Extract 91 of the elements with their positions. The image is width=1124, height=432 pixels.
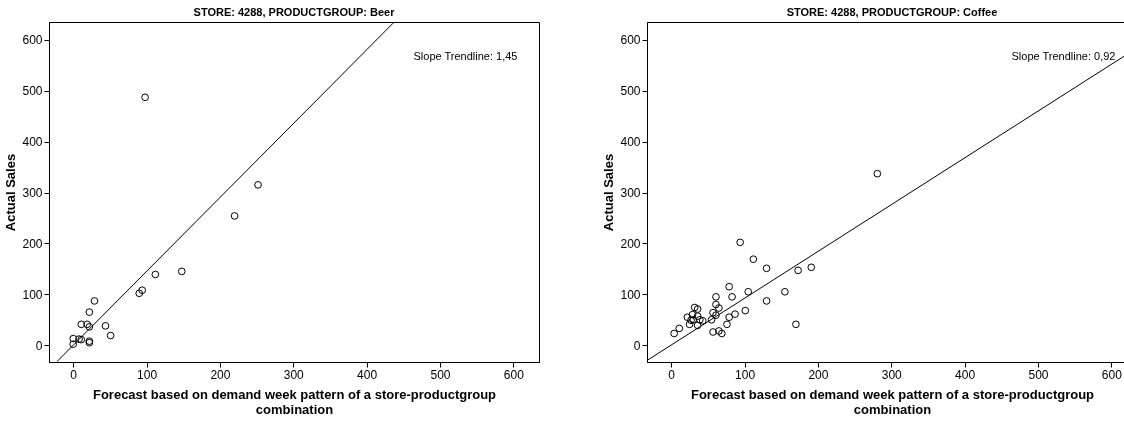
x-tick-label: 600 <box>1101 367 1123 382</box>
y-tick-label: 500 <box>620 84 641 99</box>
point <box>709 328 717 336</box>
annotation: Slope Trendline: 0,92 <box>1011 50 1116 62</box>
point <box>77 335 86 344</box>
y-axis-title: Actual Sales <box>3 153 19 232</box>
point <box>135 289 144 298</box>
point <box>85 323 94 331</box>
point <box>807 263 816 272</box>
point <box>695 315 704 324</box>
point <box>675 324 684 333</box>
x-tick-label: 500 <box>1028 367 1049 382</box>
point <box>712 300 720 309</box>
point <box>690 303 699 312</box>
chart-title: STORE: 4288, PRODUCTGROUP: Beer <box>193 6 396 18</box>
point <box>85 308 94 316</box>
point <box>712 311 720 320</box>
y-tick-label: 400 <box>22 135 43 150</box>
point <box>141 93 149 102</box>
point <box>69 334 78 343</box>
point <box>709 308 717 317</box>
point <box>736 238 745 247</box>
x-tick-label: 500 <box>430 367 451 382</box>
chart-title: STORE: 4288, PRODUCTGROUP: Coffee <box>786 6 998 18</box>
x-axis-title: Forecast based on demand week pattern of a store-productgroup combination <box>690 386 1095 417</box>
point <box>712 293 720 301</box>
x-tick-label: 200 <box>210 367 231 382</box>
x-tick-label: 200 <box>808 367 829 382</box>
x-tick-label: 300 <box>283 367 305 382</box>
point <box>741 306 750 315</box>
point <box>715 327 723 335</box>
point <box>723 320 731 329</box>
point <box>792 320 800 329</box>
y-tick-label: 300 <box>22 186 43 201</box>
point <box>693 321 702 330</box>
point <box>693 312 702 321</box>
x-axis-title: Forecast based on demand week pattern of a store-productgroup combination <box>92 386 497 417</box>
point <box>781 287 789 296</box>
y-tick-label: 200 <box>22 236 43 251</box>
point <box>707 315 716 324</box>
point <box>731 310 739 318</box>
y-tick-label: 500 <box>22 84 43 99</box>
x-tick-label: 600 <box>503 367 525 382</box>
point <box>69 340 78 349</box>
x-tick-label: 0 <box>668 367 676 382</box>
point <box>689 315 698 324</box>
point <box>728 293 736 301</box>
point <box>138 286 147 295</box>
point <box>725 282 734 291</box>
annotation: Slope Trendline: 1,45 <box>413 50 518 62</box>
point <box>717 329 726 338</box>
y-tick-label: 100 <box>22 287 43 302</box>
y-tick-label: 300 <box>620 186 641 201</box>
point <box>725 313 734 322</box>
x-tick-label: 400 <box>955 367 976 382</box>
point <box>90 297 99 305</box>
point <box>715 304 723 312</box>
point <box>698 316 707 325</box>
point <box>83 320 91 329</box>
point <box>687 316 695 325</box>
point <box>693 305 702 313</box>
point <box>794 266 802 275</box>
point <box>670 329 678 338</box>
point <box>254 181 262 189</box>
point <box>101 322 110 330</box>
x-tick-label: 100 <box>137 367 158 382</box>
point <box>230 212 239 220</box>
point <box>106 331 115 340</box>
point <box>177 267 186 276</box>
point <box>762 297 771 305</box>
point <box>77 320 86 329</box>
point <box>873 169 882 178</box>
x-tick-label: 0 <box>70 367 78 382</box>
point <box>762 264 771 273</box>
point <box>75 335 83 343</box>
point <box>744 287 753 296</box>
y-tick-label: 400 <box>620 135 641 150</box>
y-axis-title: Actual Sales <box>601 153 617 232</box>
x-tick-label: 400 <box>357 367 378 382</box>
x-tick-label: 100 <box>735 367 756 382</box>
y-tick-label: 100 <box>620 287 641 302</box>
point <box>685 320 694 329</box>
y-tick-label: 200 <box>620 236 641 251</box>
point <box>688 310 697 319</box>
point <box>749 255 758 264</box>
y-tick-label: 0 <box>35 338 43 353</box>
y-tick-label: 0 <box>633 338 641 353</box>
y-tick-label: 600 <box>22 33 43 48</box>
x-tick-label: 300 <box>881 367 903 382</box>
y-tick-label: 600 <box>620 33 641 48</box>
point <box>151 270 160 279</box>
